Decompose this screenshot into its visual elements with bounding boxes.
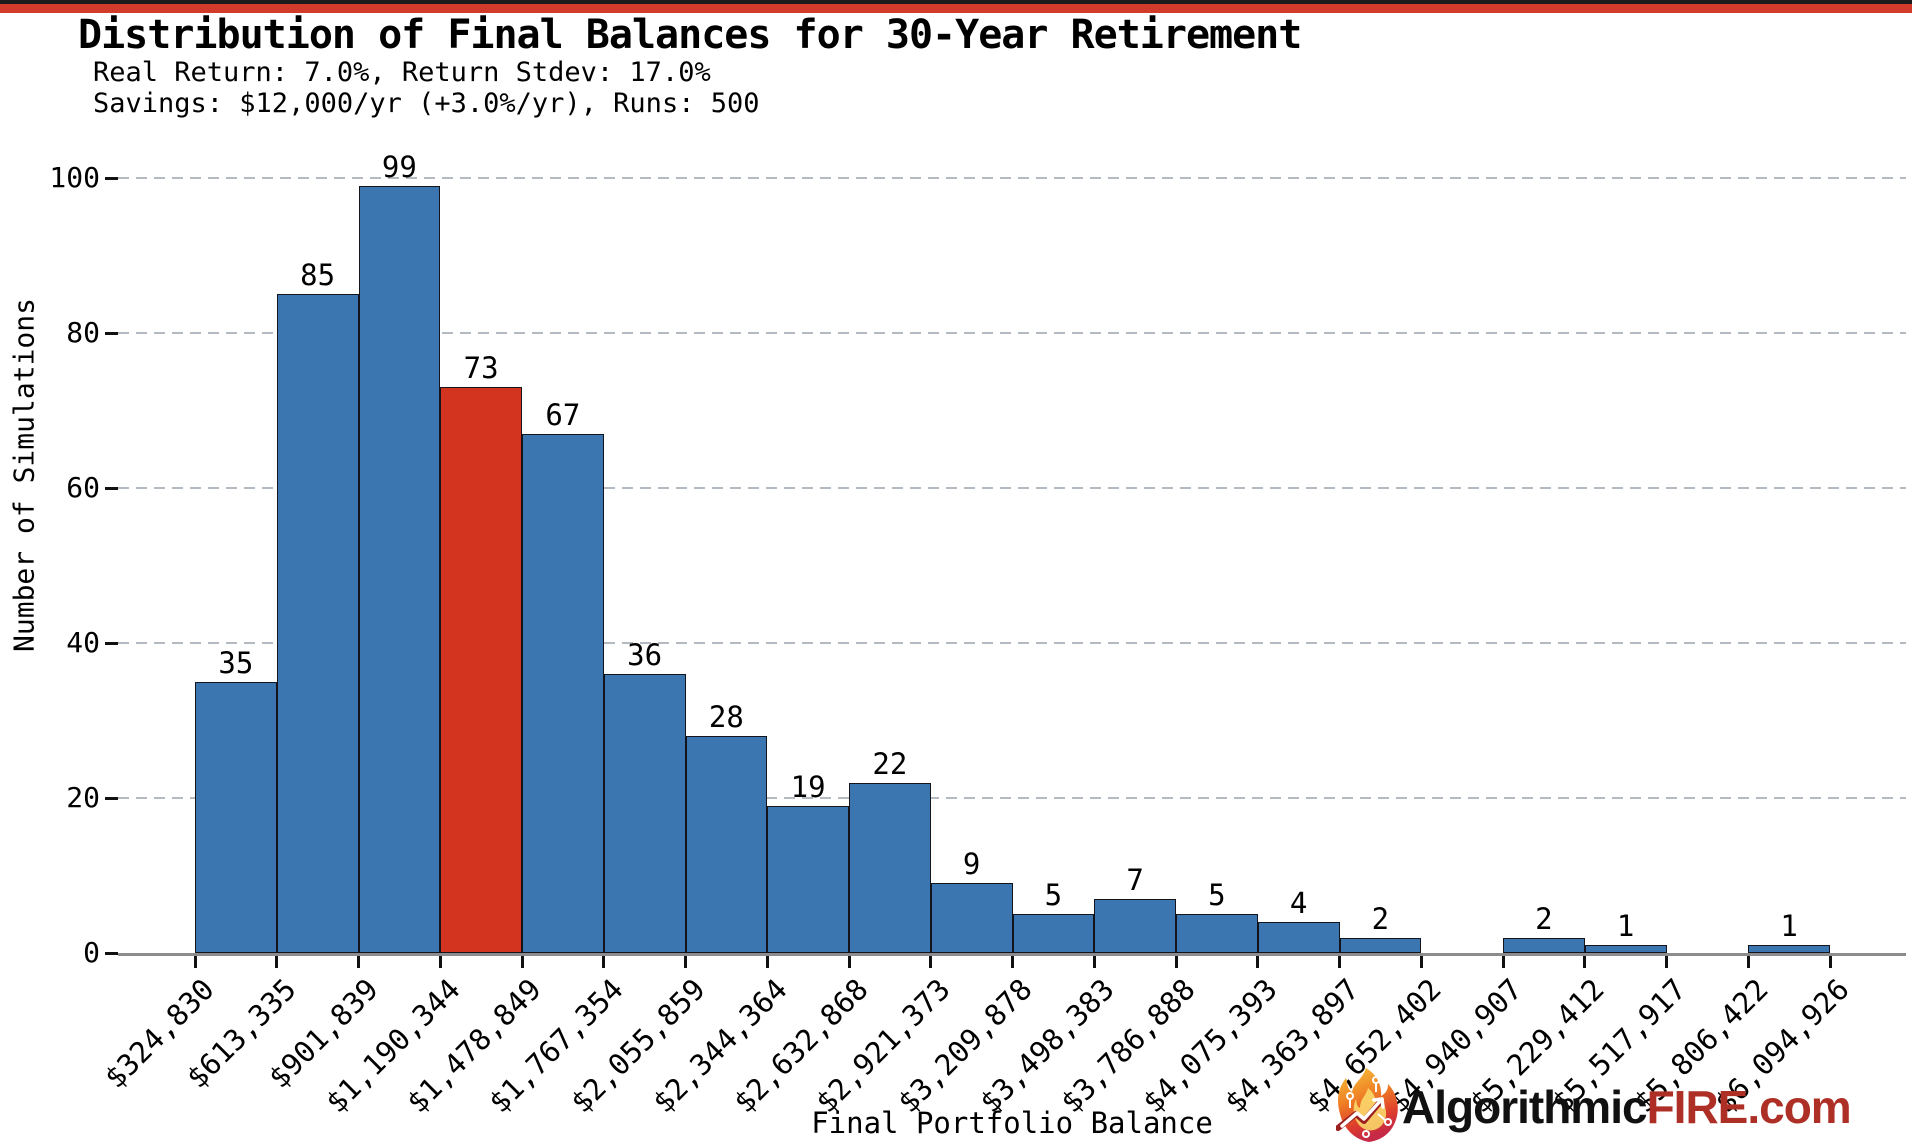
y-tick-mark	[105, 951, 118, 955]
y-gridline	[118, 487, 1906, 489]
bar-value-label: 1	[1780, 909, 1798, 944]
bar-value-label: 36	[627, 638, 663, 672]
histogram-bar-highlighted	[440, 387, 522, 953]
x-tick-mark	[438, 955, 442, 968]
y-tick-label: 80	[66, 316, 100, 349]
x-tick-mark	[357, 955, 360, 968]
chart-title: Distribution of Final Balances for 30-Ye…	[78, 12, 1302, 58]
y-tick-label: 20	[66, 781, 100, 814]
bar-value-label: 73	[463, 351, 499, 386]
histogram-bar	[1584, 945, 1667, 953]
top-red-accent-bar	[0, 4, 1912, 13]
x-tick-mark	[1501, 955, 1505, 968]
x-tick-mark	[929, 955, 933, 968]
histogram-bar	[930, 883, 1013, 953]
x-tick-mark	[765, 955, 769, 968]
histogram-bar	[1503, 937, 1585, 953]
y-tick-label: 100	[49, 161, 100, 194]
histogram-bar	[1748, 945, 1830, 953]
x-axis-spine	[118, 953, 1906, 956]
bar-value-label: 99	[381, 149, 417, 184]
histogram-bar	[1012, 914, 1095, 953]
bar-value-label: 22	[872, 746, 908, 781]
x-tick-mark	[520, 955, 524, 968]
brand-wordmark-black: Algorithmic	[1402, 1081, 1648, 1133]
chart-subtitle-savings: Savings: $12,000/yr (+3.0%/yr), Runs: 50…	[93, 88, 760, 119]
y-tick-mark	[105, 641, 118, 645]
x-tick-mark	[1828, 955, 1832, 968]
top-black-line	[0, 0, 1912, 4]
histogram-bar	[1094, 898, 1176, 953]
histogram-bar	[1339, 937, 1422, 953]
bar-value-label: 2	[1535, 901, 1553, 936]
bar-value-label: 4	[1289, 886, 1308, 920]
x-tick-mark	[193, 955, 197, 968]
y-gridline	[118, 797, 1906, 799]
histogram-bar	[1257, 922, 1340, 953]
bar-value-label: 7	[1126, 862, 1144, 897]
bar-value-label: 67	[545, 397, 581, 432]
bar-value-label: 9	[962, 847, 981, 882]
bar-value-label: 35	[218, 645, 254, 680]
histogram-bar	[849, 782, 931, 953]
brand-logo: AlgorithmicFIRE.com	[1335, 1066, 1852, 1148]
x-tick-mark	[1665, 955, 1668, 968]
y-tick-mark	[105, 176, 118, 180]
x-tick-mark	[1583, 955, 1587, 968]
bar-value-label: 5	[1044, 878, 1063, 913]
y-gridline	[118, 642, 1906, 644]
x-tick-mark	[1174, 955, 1178, 968]
histogram-bar	[358, 185, 441, 953]
histogram-bar	[276, 294, 359, 953]
y-tick-mark	[105, 331, 118, 335]
x-tick-mark	[1011, 955, 1014, 968]
histogram-bar	[522, 433, 604, 953]
y-gridline	[118, 177, 1906, 179]
histogram-bar	[685, 736, 768, 953]
bar-value-label: 19	[790, 769, 826, 804]
y-tick-mark	[105, 796, 118, 800]
x-tick-mark	[684, 955, 687, 968]
x-tick-mark	[1256, 955, 1260, 968]
x-tick-mark	[847, 955, 851, 968]
x-tick-mark	[1338, 955, 1341, 968]
histogram-bar	[603, 674, 686, 953]
bar-value-label: 5	[1208, 878, 1226, 913]
chart-subtitle-returns: Real Return: 7.0%, Return Stdev: 17.0%	[93, 57, 711, 88]
histogram-bar	[1176, 914, 1258, 953]
brand-wordmark-red: FIRE.com	[1646, 1081, 1852, 1133]
y-tick-mark	[105, 486, 118, 490]
y-tick-label: 40	[66, 626, 100, 659]
flame-circuit-icon	[1335, 1066, 1400, 1148]
x-tick-mark	[1092, 955, 1096, 968]
y-tick-label: 0	[83, 936, 100, 969]
x-tick-mark	[602, 955, 606, 968]
bar-value-label: 28	[708, 700, 744, 734]
x-tick-mark	[1746, 955, 1750, 968]
histogram-bar	[195, 681, 277, 953]
bar-value-label: 2	[1371, 901, 1390, 936]
y-gridline	[118, 332, 1906, 334]
brand-wordmark: AlgorithmicFIRE.com	[1402, 1080, 1852, 1134]
bar-value-label: 1	[1616, 909, 1635, 944]
bar-value-label: 85	[300, 258, 336, 293]
y-tick-label: 60	[66, 471, 100, 504]
x-tick-mark	[275, 955, 279, 968]
x-tick-mark	[1419, 955, 1423, 968]
x-axis-title: Final Portfolio Balance	[811, 1106, 1213, 1140]
histogram-bar	[767, 805, 849, 953]
